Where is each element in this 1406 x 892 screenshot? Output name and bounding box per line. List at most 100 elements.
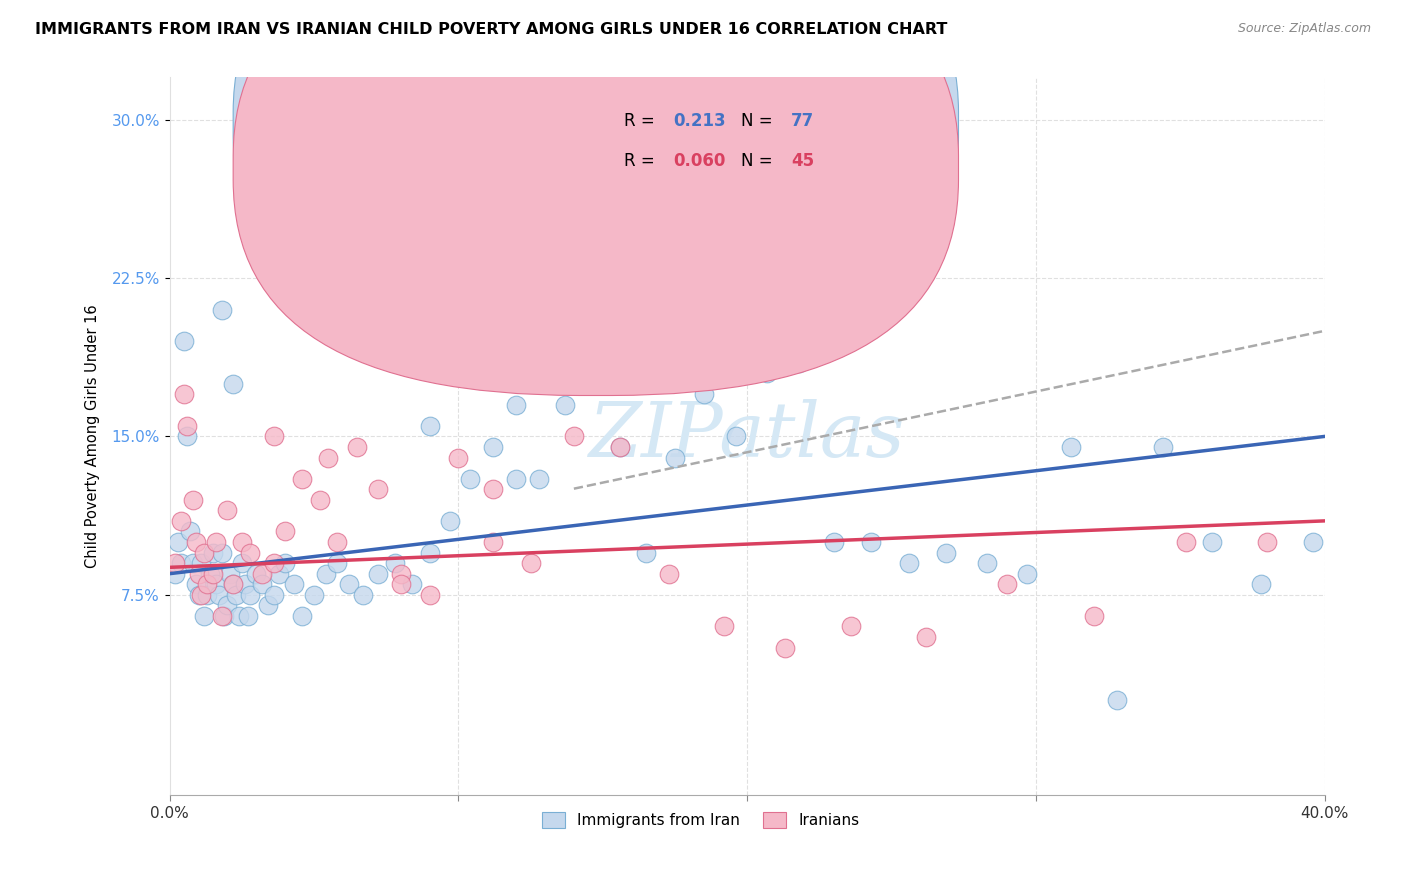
Point — [184, 577, 207, 591]
Point — [302, 588, 325, 602]
Point — [263, 556, 285, 570]
Point — [756, 366, 779, 380]
Point — [609, 440, 631, 454]
FancyBboxPatch shape — [233, 0, 959, 351]
Point — [439, 514, 461, 528]
Point — [1302, 535, 1324, 549]
Point — [187, 566, 209, 581]
Point — [250, 566, 273, 581]
Point — [1083, 608, 1105, 623]
Point — [269, 566, 291, 581]
Point — [315, 566, 337, 581]
Point — [208, 588, 231, 602]
Point — [211, 545, 233, 559]
Point — [337, 577, 360, 591]
Point — [1152, 440, 1174, 454]
Point — [170, 556, 193, 570]
Point — [201, 566, 224, 581]
Point — [1256, 535, 1278, 549]
Point — [418, 588, 440, 602]
Point — [713, 619, 735, 633]
Point — [693, 387, 716, 401]
Point — [897, 556, 920, 570]
Point — [176, 418, 198, 433]
Point — [214, 608, 236, 623]
Point — [773, 640, 796, 655]
Text: IMMIGRANTS FROM IRAN VS IRANIAN CHILD POVERTY AMONG GIRLS UNDER 16 CORRELATION C: IMMIGRANTS FROM IRAN VS IRANIAN CHILD PO… — [35, 22, 948, 37]
Text: Source: ZipAtlas.com: Source: ZipAtlas.com — [1237, 22, 1371, 36]
Point — [283, 577, 305, 591]
Point — [222, 376, 245, 391]
Point — [367, 482, 389, 496]
Point — [217, 599, 239, 613]
Point — [1250, 577, 1272, 591]
Point — [245, 566, 267, 581]
Point — [239, 545, 262, 559]
Point — [554, 398, 576, 412]
Point — [193, 545, 215, 559]
Point — [187, 588, 209, 602]
Point — [195, 588, 218, 602]
Point — [326, 535, 349, 549]
Point — [201, 545, 224, 559]
Point — [658, 566, 681, 581]
Point — [274, 524, 297, 539]
Point — [170, 514, 193, 528]
Point — [458, 472, 481, 486]
Point — [173, 334, 195, 349]
Point — [193, 608, 215, 623]
Text: N =: N = — [741, 112, 779, 129]
Point — [173, 387, 195, 401]
Point — [250, 577, 273, 591]
Text: 0.060: 0.060 — [673, 153, 725, 170]
Point — [418, 545, 440, 559]
Point — [367, 566, 389, 581]
Point — [239, 588, 262, 602]
Point — [205, 577, 228, 591]
Point — [482, 535, 505, 549]
FancyBboxPatch shape — [562, 95, 880, 193]
Point — [184, 535, 207, 549]
Point — [217, 503, 239, 517]
Point — [664, 450, 686, 465]
Point — [165, 566, 187, 581]
Point — [384, 556, 406, 570]
FancyBboxPatch shape — [233, 0, 959, 395]
Y-axis label: Child Poverty Among Girls Under 16: Child Poverty Among Girls Under 16 — [86, 304, 100, 568]
Point — [823, 535, 845, 549]
Point — [529, 472, 551, 486]
Point — [418, 418, 440, 433]
Point — [245, 176, 267, 190]
Text: ZIPatlas: ZIPatlas — [589, 400, 905, 474]
Point — [609, 440, 631, 454]
Point — [389, 577, 412, 591]
Point — [195, 577, 218, 591]
Point — [231, 535, 253, 549]
Point — [787, 355, 810, 369]
Point — [236, 608, 259, 623]
Point — [181, 492, 204, 507]
Point — [724, 429, 747, 443]
Point — [225, 588, 247, 602]
Text: 0.213: 0.213 — [673, 112, 725, 129]
Point — [447, 450, 470, 465]
Point — [839, 619, 862, 633]
Point — [579, 376, 602, 391]
Text: R =: R = — [623, 153, 659, 170]
Point — [519, 556, 541, 570]
Point — [505, 398, 527, 412]
Point — [995, 577, 1018, 591]
Point — [211, 302, 233, 317]
Point — [346, 313, 368, 327]
Point — [233, 577, 256, 591]
Point — [915, 630, 938, 644]
Point — [1017, 566, 1039, 581]
Point — [401, 577, 423, 591]
Text: N =: N = — [741, 153, 779, 170]
Legend: Immigrants from Iran, Iranians: Immigrants from Iran, Iranians — [536, 806, 866, 834]
Point — [291, 608, 314, 623]
Point — [505, 472, 527, 486]
Point — [228, 608, 250, 623]
Point — [274, 556, 297, 570]
Point — [179, 524, 201, 539]
